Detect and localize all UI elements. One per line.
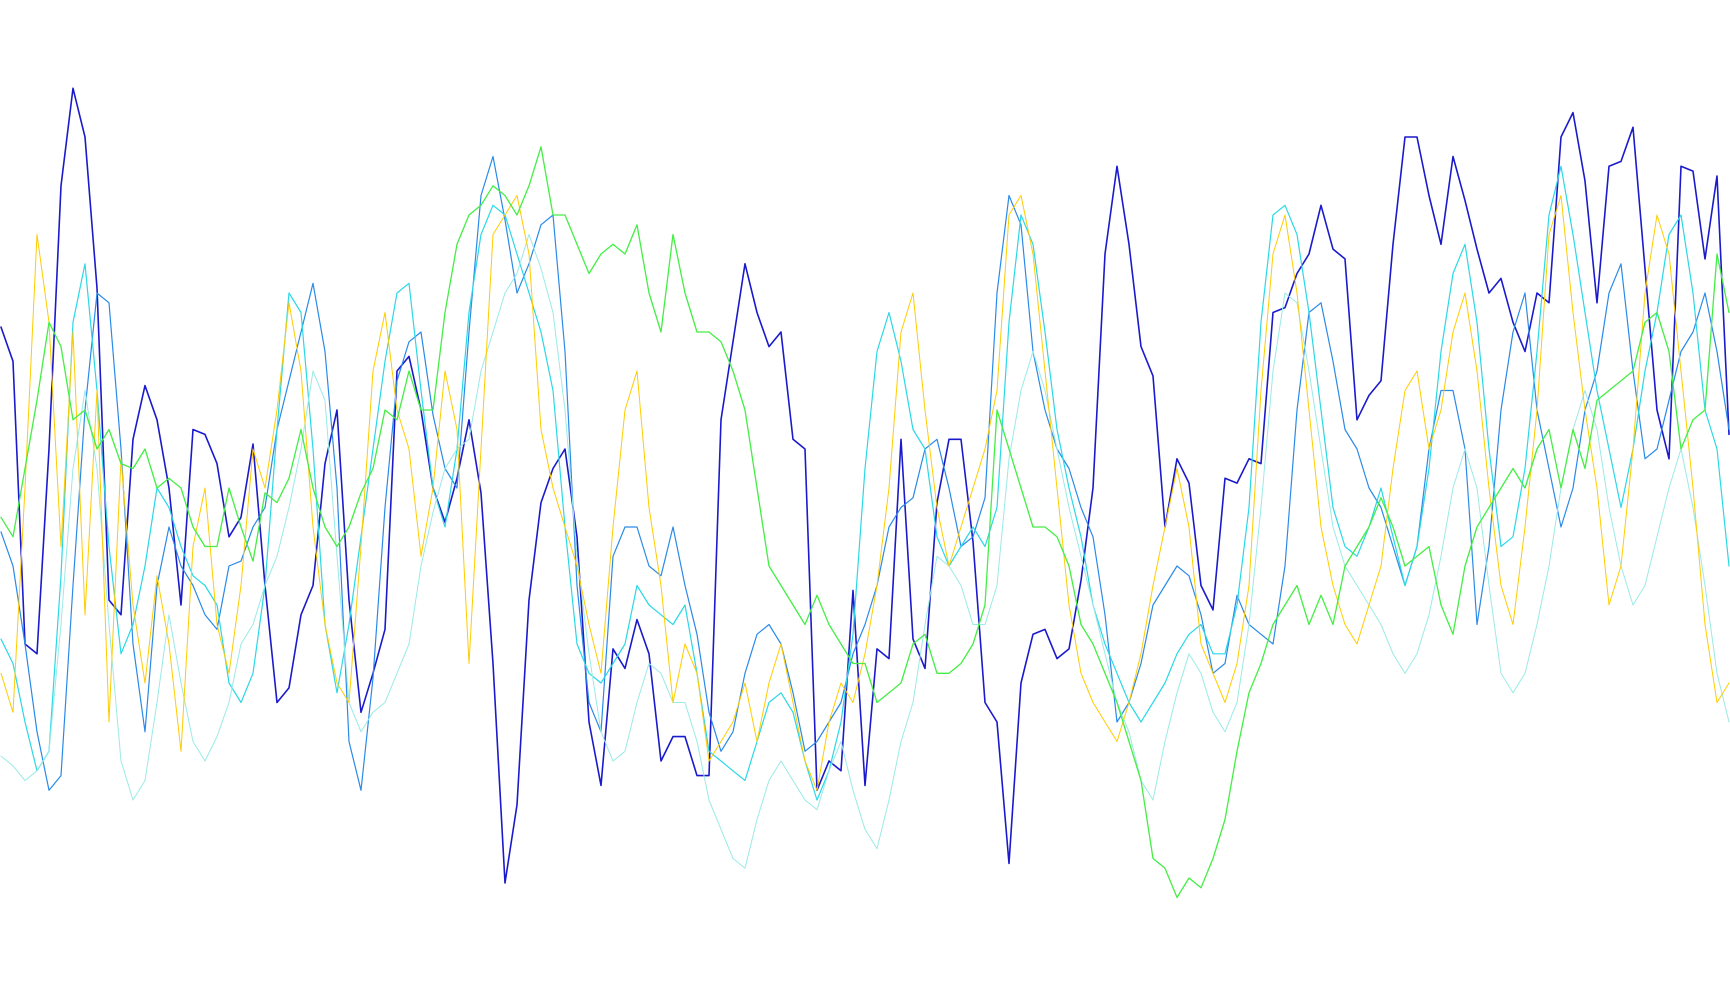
series-line-2	[0, 155, 1730, 791]
series-line-5	[0, 195, 1730, 791]
series-layer	[0, 87, 1730, 899]
series-line-6	[0, 146, 1730, 899]
series-line-4	[0, 234, 1730, 869]
series-line-3	[0, 165, 1730, 801]
series-line-1	[0, 87, 1730, 884]
